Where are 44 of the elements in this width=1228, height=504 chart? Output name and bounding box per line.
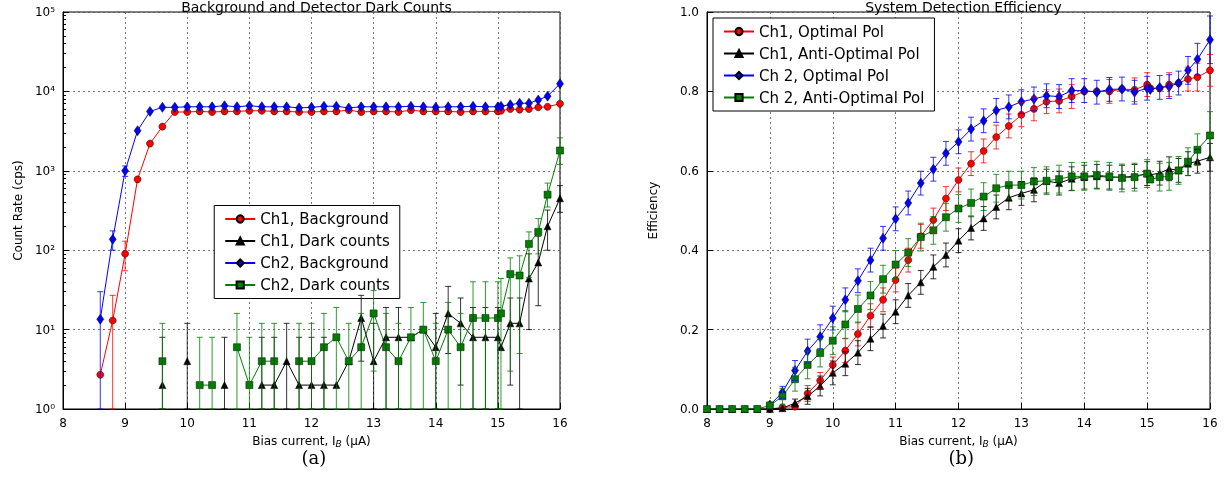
x-tick-label: 12 [950, 416, 967, 430]
x-tick-label: 8 [703, 416, 711, 430]
x-tick-label: 16 [1202, 416, 1218, 430]
legend-label: Ch2, Dark counts [260, 276, 390, 294]
y-tick-label: 0.8 [679, 84, 699, 99]
chart-title: System Detection Efficiency [865, 0, 1062, 15]
legend-label: Ch1, Background [260, 210, 389, 228]
x-tick-label: 15 [1139, 416, 1155, 430]
y-tick-label: 10⁵ [34, 5, 56, 19]
legend-label: Ch2, Background [260, 254, 389, 272]
x-tick-label: 16 [552, 416, 568, 430]
y-tick-label: 0.4 [679, 243, 699, 258]
x-tick-label: 13 [365, 416, 382, 430]
y-axis-title: Count Rate (cps) [11, 160, 26, 261]
y-tick-label: 10⁰ [34, 402, 56, 416]
legend-label: Ch 2, Optimal Pol [759, 66, 889, 85]
x-tick-label: 10 [825, 416, 841, 430]
y-axis-title: Efficiency [646, 181, 660, 240]
y-tick-label: 0.2 [679, 322, 699, 337]
legend-label: Ch 2, Anti-Optimal Pol [759, 88, 925, 107]
y-tick-label: 10¹ [34, 322, 56, 337]
x-tick-label: 10 [179, 416, 195, 430]
y-tick-label: 0.6 [679, 163, 699, 178]
x-tick-label: 8 [59, 416, 67, 430]
x-tick-label: 12 [303, 416, 320, 430]
legend-label: Ch1, Anti-Optimal Pol [759, 44, 920, 63]
x-tick-label: 11 [887, 416, 904, 430]
x-tick-label: 9 [121, 416, 129, 430]
y-tick-label: 10² [34, 243, 56, 258]
x-tick-label: 9 [766, 416, 774, 430]
y-tick-label: 10⁴ [34, 84, 56, 99]
y-tick-label: 1.0 [679, 5, 699, 19]
text: (b) [948, 446, 975, 468]
text: (a) [301, 446, 327, 468]
x-tick-label: 14 [1076, 416, 1092, 430]
x-tick-label: 15 [490, 416, 506, 430]
x-tick-label: 11 [241, 416, 258, 430]
legend-label: Ch1, Optimal Pol [759, 22, 885, 41]
y-tick-label: 10³ [34, 163, 56, 178]
legend-label: Ch1, Dark counts [260, 232, 390, 250]
x-tick-label: 14 [428, 416, 444, 430]
chart-title: Background and Detector Dark Counts [181, 0, 452, 15]
y-tick-label: 0.0 [679, 402, 699, 416]
x-tick-label: 13 [1013, 416, 1030, 430]
